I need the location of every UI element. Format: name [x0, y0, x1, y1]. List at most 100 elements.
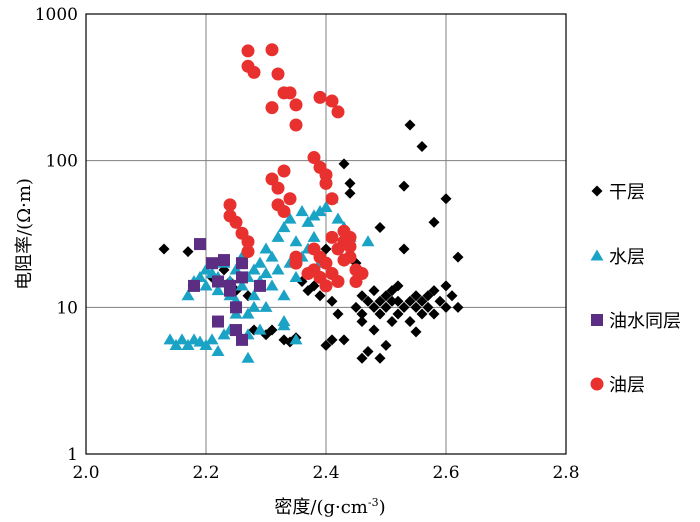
triangle-point [247, 263, 261, 275]
diamond-point [434, 295, 446, 307]
circle-point [229, 215, 243, 229]
circle-point [247, 65, 261, 79]
diamond-point [362, 295, 374, 307]
x-tick-label: 2.4 [312, 463, 339, 483]
legend-label: 干层 [609, 182, 645, 203]
diamond-point [392, 308, 404, 320]
circle-point [307, 151, 321, 165]
diamond-point [356, 290, 368, 302]
circle-point [241, 235, 255, 249]
diamond-point [380, 339, 392, 351]
series-square [188, 238, 266, 346]
square-point [212, 315, 224, 328]
y-axis-label: 电阻率/(Ω·m) [14, 178, 35, 290]
diamond-point [386, 316, 398, 328]
diamond-point [320, 339, 332, 351]
legend-label: 油水同层 [609, 311, 681, 332]
diamond-point [440, 280, 452, 292]
diamond-point [416, 308, 428, 320]
diamond-point [410, 326, 422, 338]
legend-label: 油层 [609, 375, 645, 396]
diamond-point [410, 290, 422, 302]
triangle-point [193, 270, 207, 282]
legend-triangle-icon [590, 249, 604, 261]
diamond-point [374, 295, 386, 307]
diamond-point [338, 334, 350, 346]
diamond-point [338, 158, 350, 170]
triangle-point [265, 279, 279, 291]
square-point [236, 333, 248, 346]
square-point [218, 254, 230, 267]
triangle-point [265, 250, 279, 262]
square-point [230, 324, 242, 337]
circle-point [319, 279, 333, 293]
circle-point [265, 101, 279, 115]
diamond-point [344, 177, 356, 189]
diamond-point [374, 352, 386, 364]
triangle-point [181, 289, 195, 301]
triangle-point [301, 215, 315, 227]
diamond-point [356, 352, 368, 364]
circle-point [325, 230, 339, 244]
triangle-point [205, 267, 219, 279]
square-point [212, 275, 224, 288]
square-point [254, 279, 266, 292]
diamond-point [386, 285, 398, 297]
circle-point [343, 239, 357, 253]
triangle-point [307, 230, 321, 242]
square-point [230, 301, 242, 314]
diamond-point [182, 246, 194, 258]
triangle-point [271, 230, 285, 242]
diamond-point [404, 119, 416, 131]
circle-point [331, 105, 345, 119]
plot-frame [85, 13, 567, 455]
circle-point [313, 90, 327, 104]
diamond-point [368, 285, 380, 297]
diamond-point [446, 290, 458, 302]
diamond-point [332, 308, 344, 320]
triangle-point [169, 338, 183, 350]
triangle-point [241, 307, 255, 319]
diamond-point [374, 308, 386, 320]
legend-item: 水层 [590, 247, 645, 268]
circle-point [289, 256, 303, 270]
circle-point [331, 275, 345, 289]
legend-circle-icon [590, 377, 604, 391]
diamond-point [428, 308, 440, 320]
series-circle [223, 43, 369, 293]
circle-point [277, 205, 291, 219]
circle-point [241, 44, 255, 58]
triangle-point [163, 333, 177, 345]
circle-point [277, 164, 291, 178]
diamond-point [368, 324, 380, 336]
legend-item: 油水同层 [591, 311, 681, 332]
diamond-point [356, 316, 368, 328]
y-tick-label: 1000 [35, 5, 78, 25]
circle-point [337, 224, 351, 238]
triangle-point [277, 289, 291, 301]
diamond-point [398, 301, 410, 313]
square-point [236, 271, 248, 284]
diamond-point [422, 290, 434, 302]
triangle-point [361, 235, 375, 247]
triangle-point [247, 300, 261, 312]
diamond-point [428, 216, 440, 228]
circle-point [289, 118, 303, 132]
diamond-point [380, 290, 392, 302]
diamond-point [452, 301, 464, 313]
x-tick-label: 2.8 [552, 463, 579, 483]
legend-label: 水层 [609, 247, 645, 268]
diamond-point [380, 301, 392, 313]
circle-point [343, 250, 357, 264]
circle-point [289, 98, 303, 112]
diamond-point [392, 295, 404, 307]
diamond-point [416, 140, 428, 152]
triangle-point [247, 289, 261, 301]
triangle-point [199, 279, 213, 291]
y-tick-label: 1 [67, 445, 78, 465]
circle-point [325, 94, 339, 108]
diamond-point [416, 295, 428, 307]
triangle-point [199, 338, 213, 350]
